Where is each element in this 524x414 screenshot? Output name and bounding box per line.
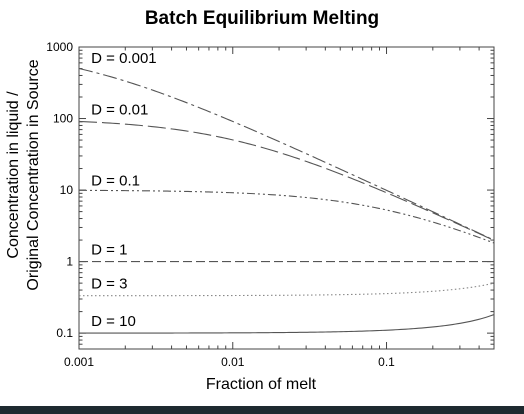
series-label-2: D = 0.01 [91, 101, 148, 118]
y-axis-title-line1: Concentration in liquid / [5, 91, 22, 259]
y-tick-label: 1000 [46, 40, 73, 54]
y-tick-label: 1 [66, 255, 73, 269]
series-line-6 [79, 314, 495, 334]
series-line-5 [79, 282, 495, 297]
x-tick-label: 0.001 [64, 355, 94, 369]
plot-frame [78, 46, 495, 350]
series-label-3: D = 0.1 [91, 173, 140, 190]
series-line-3 [78, 189, 495, 244]
series-label-4: D = 1 [91, 242, 127, 259]
series-label-5: D = 3 [91, 276, 127, 293]
series-line-2 [78, 120, 495, 241]
y-tick-label: 100 [53, 112, 73, 126]
bottom-edge-strip [0, 406, 524, 414]
x-axis-title: Fraction of melt [206, 376, 317, 393]
x-tick-label: 0.1 [378, 355, 395, 369]
chart-title: Batch Equilibrium Melting [144, 8, 380, 29]
x-tick-label: 0.01 [221, 355, 245, 369]
series-label-1: D = 0.001 [91, 50, 156, 67]
y-axis-title-line2: Original Concentration in Source [25, 59, 42, 290]
y-tick-label: 0.1 [56, 326, 73, 340]
series-label-6: D = 10 [91, 313, 136, 330]
y-tick-label: 10 [60, 183, 74, 197]
